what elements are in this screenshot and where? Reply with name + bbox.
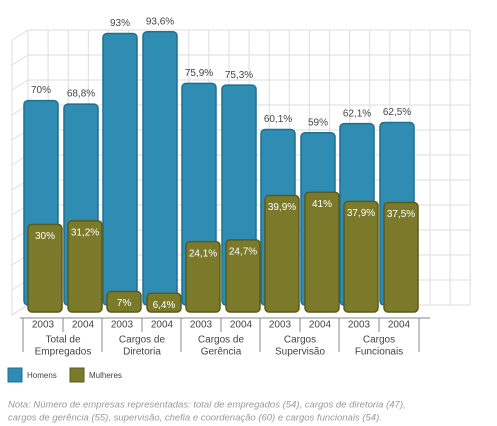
x-tick-label: 2003 xyxy=(32,320,55,331)
value-label: 41% xyxy=(312,199,332,210)
group-label: Gerência xyxy=(201,347,242,358)
group-label: Empregados xyxy=(35,347,92,358)
value-label: 30% xyxy=(35,231,55,242)
group-label: Funcionais xyxy=(355,347,403,358)
value-label: 75,9% xyxy=(185,68,213,79)
value-label: 93,6% xyxy=(146,16,174,27)
value-label: 24,7% xyxy=(229,247,257,258)
bar xyxy=(102,32,138,306)
bar xyxy=(304,191,340,313)
group-label: Cargos de xyxy=(198,335,245,346)
bar xyxy=(146,292,182,313)
legend-label: Homens xyxy=(27,371,57,380)
bar xyxy=(27,223,63,313)
value-label: 68,8% xyxy=(67,89,95,100)
bar xyxy=(106,290,142,313)
value-label: 6,4% xyxy=(153,300,176,311)
value-label: 93% xyxy=(110,18,130,29)
x-tick-label: 2004 xyxy=(388,320,411,331)
legend-label: Mulheres xyxy=(89,371,122,380)
x-tick-label: 2004 xyxy=(72,320,95,331)
group-label: Total de xyxy=(45,335,80,346)
bar xyxy=(225,239,261,313)
legend-swatch xyxy=(69,367,85,383)
x-tick-label: 2003 xyxy=(269,320,292,331)
legend-swatch xyxy=(7,367,23,383)
value-label: 24,1% xyxy=(189,248,217,259)
x-tick-label: 2003 xyxy=(190,320,213,331)
value-label: 62,1% xyxy=(343,108,371,119)
group-label: Cargos de xyxy=(119,335,166,346)
grid-line xyxy=(11,29,29,41)
value-label: 37,5% xyxy=(387,209,415,220)
value-label: 7% xyxy=(117,298,132,309)
x-tick-label: 2004 xyxy=(309,320,332,331)
group-label: Cargos xyxy=(363,335,395,346)
value-label: 39,9% xyxy=(268,202,296,213)
value-label: 37,9% xyxy=(347,208,375,219)
bar xyxy=(264,194,300,313)
group-label: Supervisão xyxy=(275,347,325,358)
bar xyxy=(343,200,379,313)
bar xyxy=(185,240,221,313)
x-tick-label: 2003 xyxy=(111,320,134,331)
note: Nota: Número de empresas representadas: … xyxy=(8,400,406,411)
grid-line xyxy=(11,54,29,66)
x-tick-label: 2003 xyxy=(348,320,371,331)
value-label: 31,2% xyxy=(71,228,99,239)
x-tick-label: 2004 xyxy=(230,320,253,331)
group-label: Cargos xyxy=(284,335,316,346)
value-label: 62,5% xyxy=(383,107,411,118)
value-label: 70% xyxy=(31,85,51,96)
grid-line xyxy=(11,79,29,91)
group-label: Diretoria xyxy=(123,347,161,358)
grid-line xyxy=(11,304,29,316)
value-label: 59% xyxy=(308,117,328,128)
bar xyxy=(142,30,178,306)
bar xyxy=(67,220,103,313)
note: cargos de gerência (55), supervisão, che… xyxy=(8,413,382,424)
value-label: 60,1% xyxy=(264,114,292,125)
bar xyxy=(383,201,419,313)
value-label: 75,3% xyxy=(225,70,253,81)
x-tick-label: 2004 xyxy=(151,320,174,331)
